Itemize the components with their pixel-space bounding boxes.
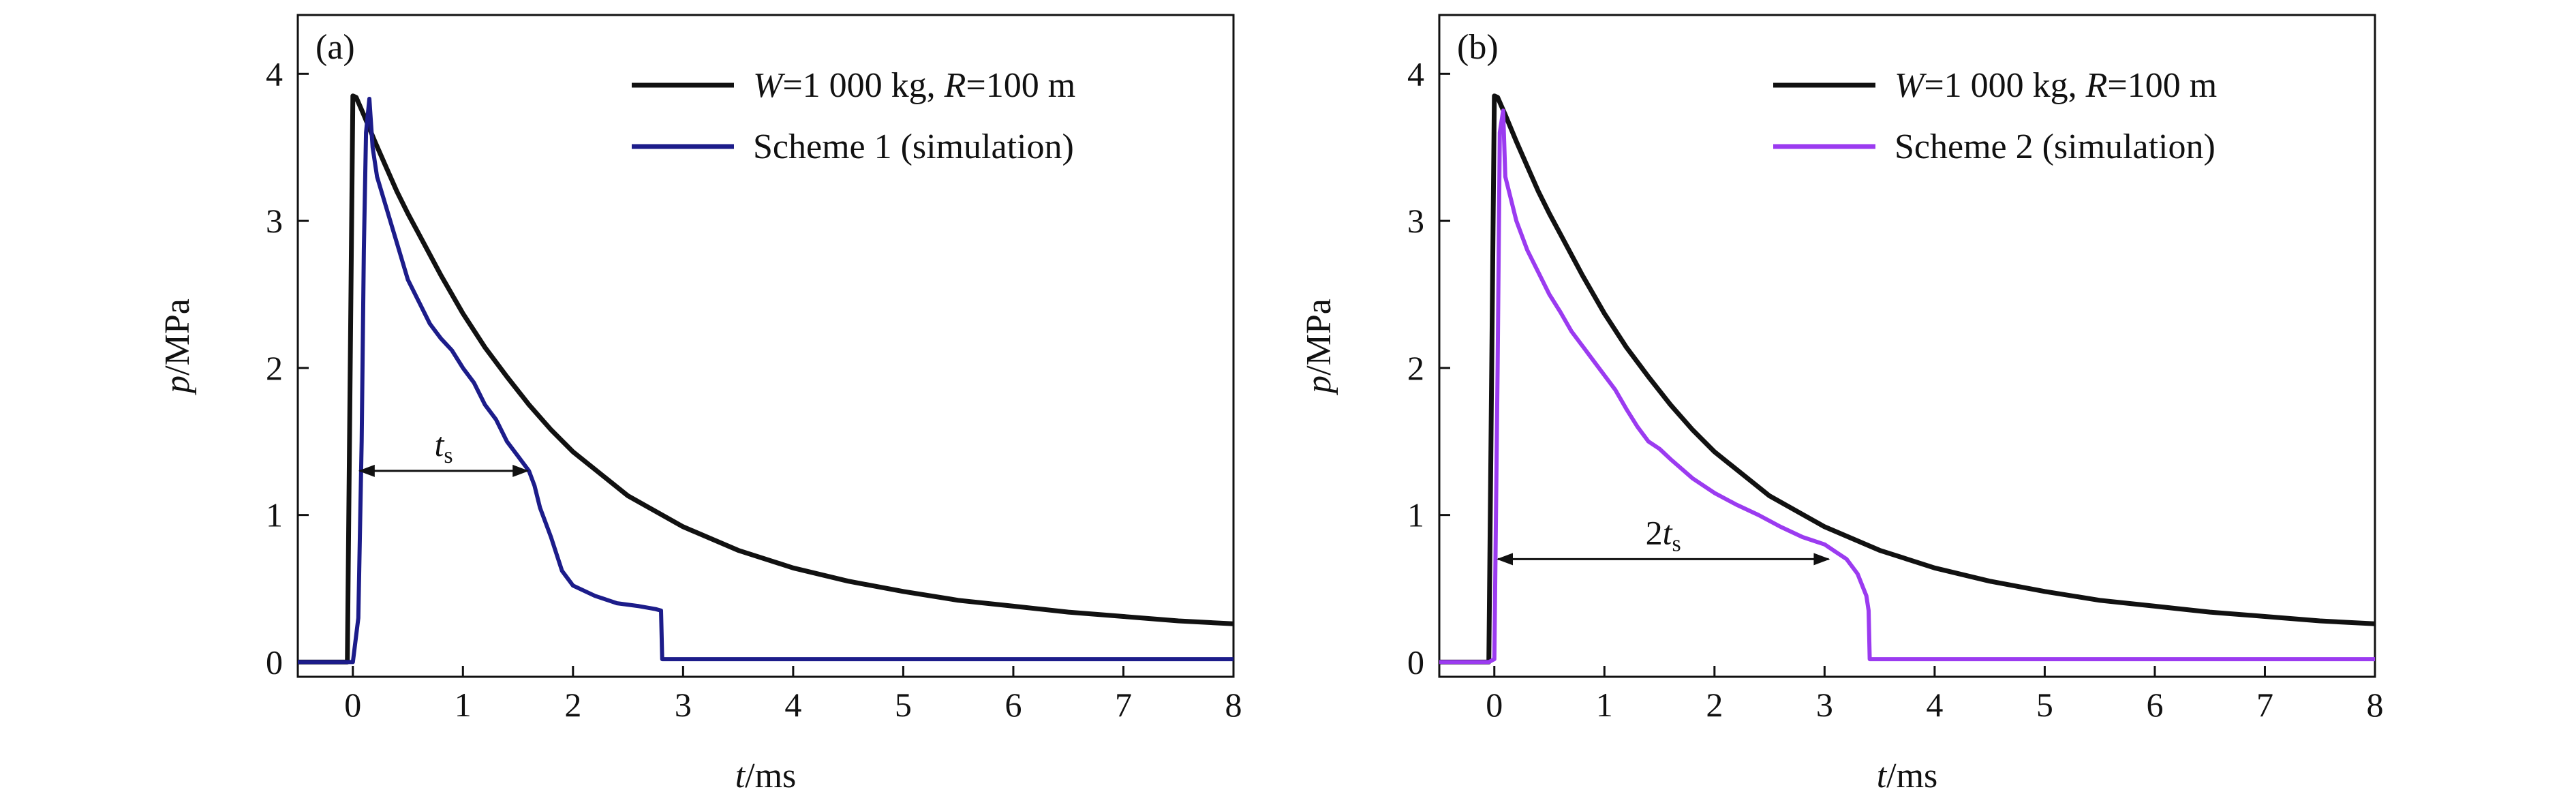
x-tick-label: 7 — [2256, 686, 2273, 724]
x-tick-label: 5 — [2036, 686, 2053, 724]
legend-entry-2: Scheme 2 (simulation) — [1895, 127, 2215, 166]
x-tick-label: 2 — [1706, 686, 1723, 724]
series-line-1 — [298, 93, 1234, 665]
y-tick-label: 2 — [1407, 349, 1424, 387]
plot-frame — [1438, 14, 2376, 678]
y-axis-title: p/MPa — [1300, 299, 1338, 396]
x-tick-label: 3 — [675, 686, 692, 724]
y-tick-label: 3 — [1407, 202, 1424, 240]
x-tick-label: 4 — [784, 686, 801, 724]
x-tick-label: 8 — [1225, 686, 1242, 724]
legend-entry-1: W=1 000 kg, R=100 m — [1895, 66, 2217, 105]
y-tick-label: 1 — [266, 496, 283, 534]
panel-a: 0 1 2 3 4 5 6 7 8 0 1 2 3 4 t/ms p/MPa (a) W=1 000 kg, R=… — [158, 14, 1242, 795]
panel-label: (b) — [1457, 28, 1499, 67]
x-tick-label: 5 — [895, 686, 912, 724]
panel-b: 0 1 2 3 4 5 6 7 8 0 1 2 3 4 t/ms p/MPa (b) W=1 000 kg, R=… — [1300, 14, 2384, 795]
x-axis-title: t/ms — [735, 757, 797, 795]
series-line-2 — [298, 97, 1233, 665]
y-tick-label: 4 — [1407, 55, 1424, 93]
x-tick-label: 4 — [1926, 686, 1943, 724]
x-tick-label: 2 — [564, 686, 581, 724]
x-tick-label: 0 — [344, 686, 361, 724]
annotation-label: ts — [434, 425, 453, 468]
y-tick-label: 4 — [266, 55, 283, 93]
x-axis-title: t/ms — [1877, 757, 1938, 795]
y-tick-label: 3 — [266, 202, 283, 240]
legend-entry-1: W=1 000 kg, R=100 m — [753, 66, 1075, 105]
x-tick-label: 6 — [1005, 686, 1022, 724]
y-axis-title: p/MPa — [158, 299, 197, 396]
y-tick-label: 2 — [266, 349, 283, 387]
plot-frame — [296, 14, 1235, 678]
x-tick-label: 3 — [1816, 686, 1833, 724]
annotation-arrowhead-left — [1496, 553, 1513, 566]
annotation-arrowhead-right — [512, 464, 530, 477]
y-tick-label: 1 — [1407, 496, 1424, 534]
panel-label: (a) — [316, 28, 355, 67]
series-line-1 — [1439, 93, 2376, 665]
x-tick-label: 6 — [2146, 686, 2163, 724]
series-line-2 — [1439, 108, 2375, 665]
annotation-arrowhead-right — [1813, 553, 1830, 566]
y-tick-label: 0 — [1407, 643, 1424, 681]
x-tick-label: 0 — [1486, 686, 1503, 724]
x-tick-label: 1 — [455, 686, 472, 724]
annotation-label: 2ts — [1646, 513, 1681, 556]
annotation-arrowhead-left — [358, 464, 375, 477]
x-tick-label: 8 — [2367, 686, 2384, 724]
x-tick-label: 1 — [1596, 686, 1613, 724]
legend-entry-2: Scheme 1 (simulation) — [753, 127, 1074, 166]
x-tick-label: 7 — [1115, 686, 1132, 724]
y-tick-label: 0 — [266, 643, 283, 681]
